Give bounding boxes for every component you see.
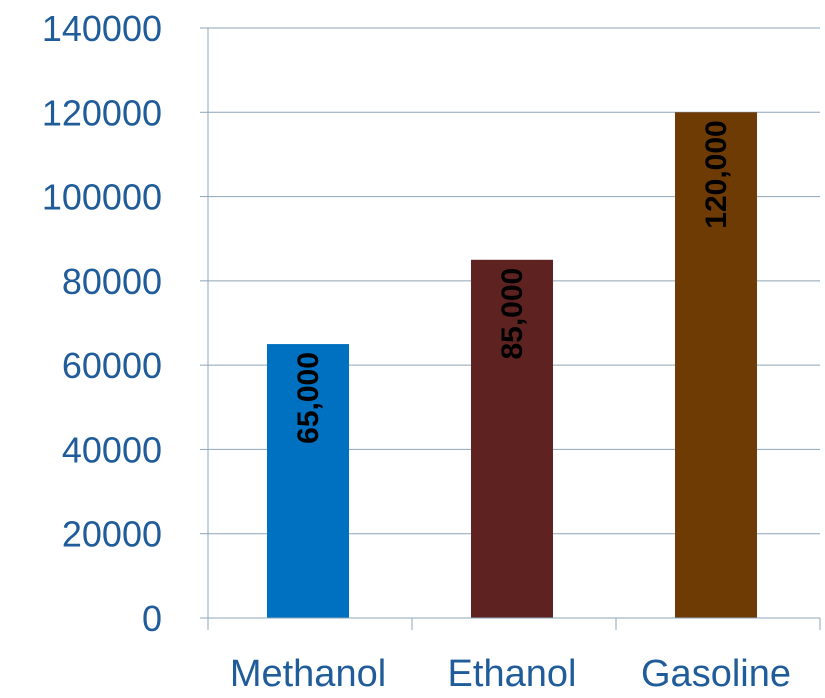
y-tick-label: 80000	[62, 261, 162, 302]
bar-ethanol	[471, 259, 553, 618]
y-tick-label: 100000	[42, 177, 162, 218]
bar-gasoline	[675, 112, 757, 619]
y-tick-label: 20000	[62, 514, 162, 555]
x-category-label: Gasoline	[641, 653, 791, 695]
bar-methanol	[267, 344, 349, 618]
y-tick-label: 140000	[42, 8, 162, 49]
y-tick-label: 0	[142, 598, 162, 639]
axes	[200, 27, 821, 630]
data-label-ethanol: 85,000	[496, 268, 529, 360]
data-label-methanol: 65,000	[292, 352, 325, 444]
x-category-label: Ethanol	[448, 653, 577, 695]
data-label-gasoline: 120,000	[700, 120, 733, 228]
bars	[267, 112, 757, 619]
y-tick-label: 60000	[62, 345, 162, 386]
x-category-label: Methanol	[230, 653, 386, 695]
y-tick-label: 40000	[62, 429, 162, 470]
y-tick-label: 120000	[42, 92, 162, 133]
labels: 0 20000 40000 60000 80000 100000 120000 140000 6…	[42, 8, 791, 695]
